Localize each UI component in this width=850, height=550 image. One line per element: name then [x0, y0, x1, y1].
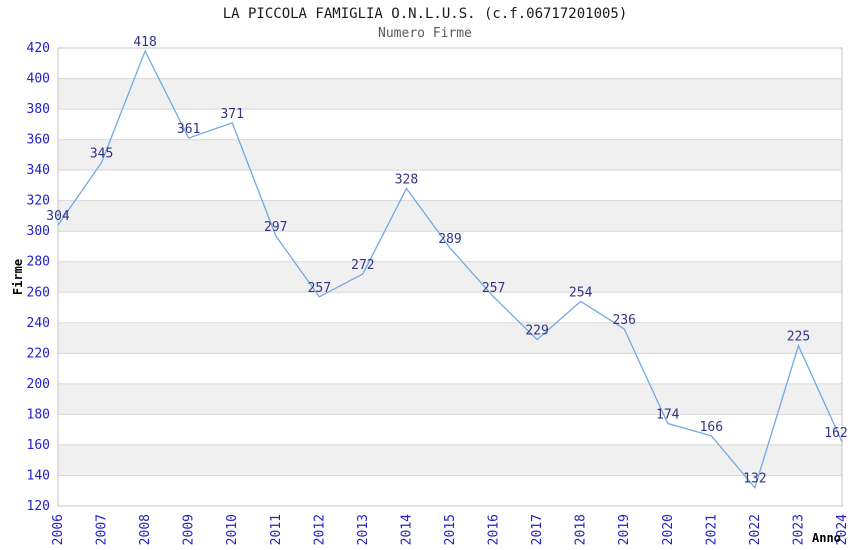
x-tick-label: 2013 — [356, 514, 371, 545]
x-tick-label: 2007 — [95, 514, 110, 545]
x-tick-label: 2008 — [138, 514, 153, 545]
x-tick-label: 2015 — [443, 514, 458, 545]
grid-band — [58, 383, 842, 415]
x-tick-label: 2021 — [704, 514, 719, 545]
x-tick-label: 2022 — [748, 514, 763, 545]
y-tick-label: 300 — [27, 224, 50, 239]
grid-band — [58, 200, 842, 232]
data-label: 132 — [743, 472, 766, 487]
grid-band — [58, 414, 842, 445]
data-label: 166 — [700, 420, 723, 435]
x-tick-label: 2012 — [312, 514, 327, 545]
y-tick-label: 160 — [27, 438, 50, 453]
x-tick-label: 2023 — [791, 514, 806, 545]
data-label: 289 — [438, 232, 461, 247]
x-tick-label: 2018 — [574, 514, 589, 545]
grid-band — [58, 353, 842, 384]
y-tick-label: 420 — [27, 41, 50, 56]
grid-band — [58, 170, 842, 201]
data-label: 418 — [133, 35, 156, 50]
data-label: 236 — [612, 313, 635, 328]
y-tick-label: 400 — [27, 72, 50, 87]
data-label: 361 — [177, 122, 200, 137]
x-tick-label: 2024 — [835, 514, 850, 545]
x-tick-label: 2006 — [51, 514, 66, 545]
y-tick-label: 340 — [27, 163, 50, 178]
data-label: 345 — [90, 147, 113, 162]
grid-band — [58, 109, 842, 140]
grid-band — [58, 78, 842, 110]
data-label: 162 — [824, 426, 847, 441]
chart-subtitle: Numero Firme — [378, 26, 472, 41]
data-label: 225 — [787, 330, 810, 345]
data-label: 257 — [482, 281, 505, 296]
x-tick-label: 2019 — [617, 514, 632, 545]
series-line — [57, 49, 843, 490]
grid-band — [58, 261, 842, 293]
grid-band — [58, 139, 842, 171]
y-tick-label: 320 — [27, 194, 50, 209]
x-tick-label: 2011 — [269, 514, 284, 545]
y-tick-label: 220 — [27, 346, 50, 361]
y-tick-label: 380 — [27, 102, 50, 117]
grid-band — [58, 48, 842, 79]
x-tick-label: 2009 — [182, 514, 197, 545]
x-tick-label: 2020 — [661, 514, 676, 545]
grid-band — [58, 292, 842, 323]
y-tick-label: 240 — [27, 316, 50, 331]
data-label: 297 — [264, 220, 287, 235]
grid-band — [58, 475, 842, 506]
grid-band — [58, 231, 842, 262]
y-tick-label: 200 — [27, 377, 50, 392]
y-tick-label: 280 — [27, 255, 50, 270]
x-tick-label: 2014 — [399, 514, 414, 545]
y-tick-label: 260 — [27, 285, 50, 300]
data-label: 328 — [395, 172, 418, 187]
x-tick-label: 2017 — [530, 514, 545, 545]
data-label: 304 — [46, 209, 70, 224]
plot-border — [57, 47, 843, 507]
y-axis-title: Firme — [11, 259, 25, 295]
y-tick-label: 180 — [27, 407, 50, 422]
data-label: 254 — [569, 285, 593, 300]
data-label: 174 — [656, 408, 680, 423]
x-tick-label: 2010 — [225, 514, 240, 545]
data-label: 272 — [351, 258, 374, 273]
grid-band — [58, 322, 842, 354]
x-tick-label: 2016 — [487, 514, 502, 545]
chart-title: LA PICCOLA FAMIGLIA O.N.L.U.S. (c.f.0671… — [222, 6, 628, 22]
data-label: 257 — [308, 281, 331, 296]
y-tick-label: 120 — [27, 499, 50, 514]
data-label: 371 — [220, 107, 243, 122]
grid-band — [58, 444, 842, 476]
y-tick-label: 140 — [27, 468, 50, 483]
y-tick-label: 360 — [27, 133, 50, 148]
data-label: 229 — [525, 324, 548, 339]
x-axis-title: Anno — [812, 531, 841, 545]
